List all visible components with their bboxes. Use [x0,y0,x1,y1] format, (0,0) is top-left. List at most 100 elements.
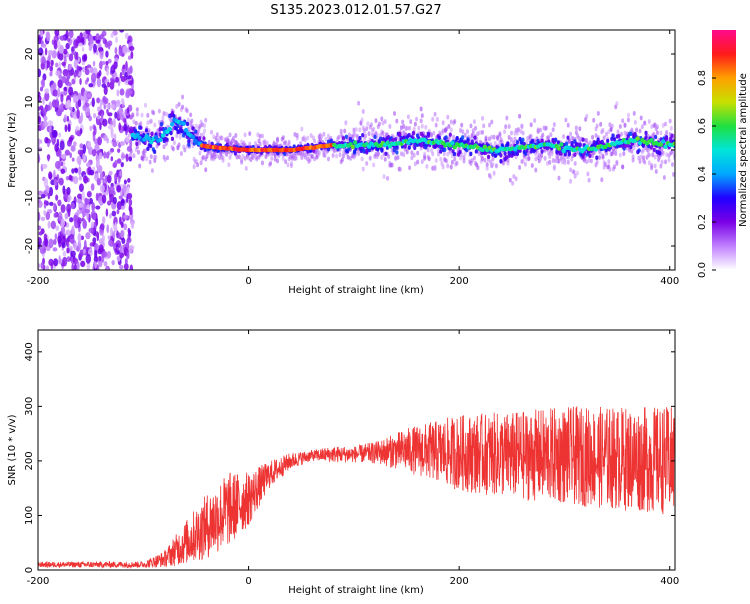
spectrogram-cell [96,77,102,88]
spectrogram-cell [47,120,54,127]
spectrogram-cell [423,151,427,157]
spectrogram-cell [660,145,664,151]
spectrogram-cell [198,124,202,129]
spectrogram-cell [61,61,66,66]
spectrogram-cell [40,216,46,222]
spectrogram-cell [415,116,419,122]
spectrogram-cell [525,156,529,162]
spectrogram-cell [559,151,563,156]
spectrogram-cell [665,152,669,158]
spectrogram-cell [101,83,107,88]
spectrogram-cell [358,135,362,141]
spectrogram-cell [76,130,81,137]
spectrogram-cell [146,146,150,152]
spectrogram-cell [74,51,77,60]
spectrogram-cell [45,185,50,193]
spectrogram-cell [95,218,99,226]
colorbar-tick-label: 0.2 [697,214,708,230]
spectrogram-cell [66,37,71,42]
spectrogram-cell [71,46,75,53]
spectrogram-cell [70,145,76,152]
spectrogram-cell [53,178,58,187]
snr-marks [38,406,675,570]
spectrogram-cell [44,88,50,94]
spectrogram-cell [408,125,412,131]
spectrogram-cell [60,204,66,213]
spectrogram-cell [61,75,67,84]
spectrogram-cell [591,134,595,140]
spectrogram-cell [150,168,154,174]
spectrogram-cell [46,31,51,42]
spectrogram-cell [187,138,191,144]
spectrogram-cell [105,50,109,58]
spectrogram-cell [432,130,436,136]
spectrogram-cell [260,160,264,166]
spectrogram-cell [152,110,156,116]
spectrogram-cell [146,112,150,118]
spectrogram-cell [71,168,75,174]
spectrogram-ridge-point [142,137,147,142]
spectrogram-cell [234,133,238,138]
snr-xlabel: Height of straight line (km) [288,585,424,596]
spectrogram-cell [120,230,125,238]
spectrogram-cell [642,155,646,161]
spectrogram-cell [461,135,465,140]
spectrogram-cell [413,121,417,127]
spectrogram-cell [544,125,548,131]
spectrogram-cell [377,121,381,127]
spectrogram-cell [355,133,359,139]
spectrogram-cell [483,157,487,163]
spectrogram-cell [185,121,190,127]
spectrogram-cell [403,144,407,149]
spectrogram-cell [131,84,135,90]
spectrogram-cell [112,141,118,148]
spectrogram-cell [398,132,402,137]
spectrogram-cell [518,113,522,119]
spectrogram-cell [107,112,113,117]
spectrogram-cell [119,72,123,79]
spectrogram-cell [567,138,571,144]
spectrogram-cell [326,156,330,162]
spectrogram-cell [548,159,552,165]
spectrogram-cell [306,135,310,141]
snr-line [38,406,675,570]
spectrogram-cell [346,154,350,160]
spectrogram-cell [47,154,50,162]
spectrogram-cell [559,155,563,161]
spectrogram-cell [380,148,384,153]
spectrogram-cell [594,133,598,138]
spectrogram-ridge-point [169,122,175,127]
spectrogram-cell [44,91,50,102]
spectrogram-cell [88,44,93,52]
spectrogram-cell [123,214,128,219]
spectrogram-ridge-point [559,142,564,147]
spectrogram-cell [641,143,645,148]
spectrogram-cell [405,125,409,131]
spectrogram-cell [281,135,285,141]
spectrogram-cell [358,127,362,133]
spectrogram-cell [474,149,478,154]
spectrogram-cell [628,147,632,153]
spectrogram-cell [88,146,94,156]
spectrogram-cell [326,139,331,145]
colorbar-tick-label: 0.0 [697,262,708,278]
spectrogram-cell [146,120,150,126]
spectrogram-cell [653,154,657,160]
spectrogram-cell [67,123,71,133]
spectrogram-cell [338,152,342,158]
spectrogram-cell [86,92,92,99]
spectrogram-cell [487,122,491,128]
spectrogram-cell [118,195,123,200]
spectrogram-cell [113,133,117,141]
spectrogram-cell [611,133,615,138]
spectrogram-cell [91,149,97,157]
spectrogram-cell [201,155,205,160]
spectrogram-cell [390,162,394,168]
spectrogram-cell [117,148,121,153]
spectrogram-cell [107,124,113,130]
spectrogram-cell [503,151,507,156]
spectrogram-cell [171,146,175,152]
spectrogram-cell [343,128,347,134]
spectrogram-cell [56,110,62,117]
